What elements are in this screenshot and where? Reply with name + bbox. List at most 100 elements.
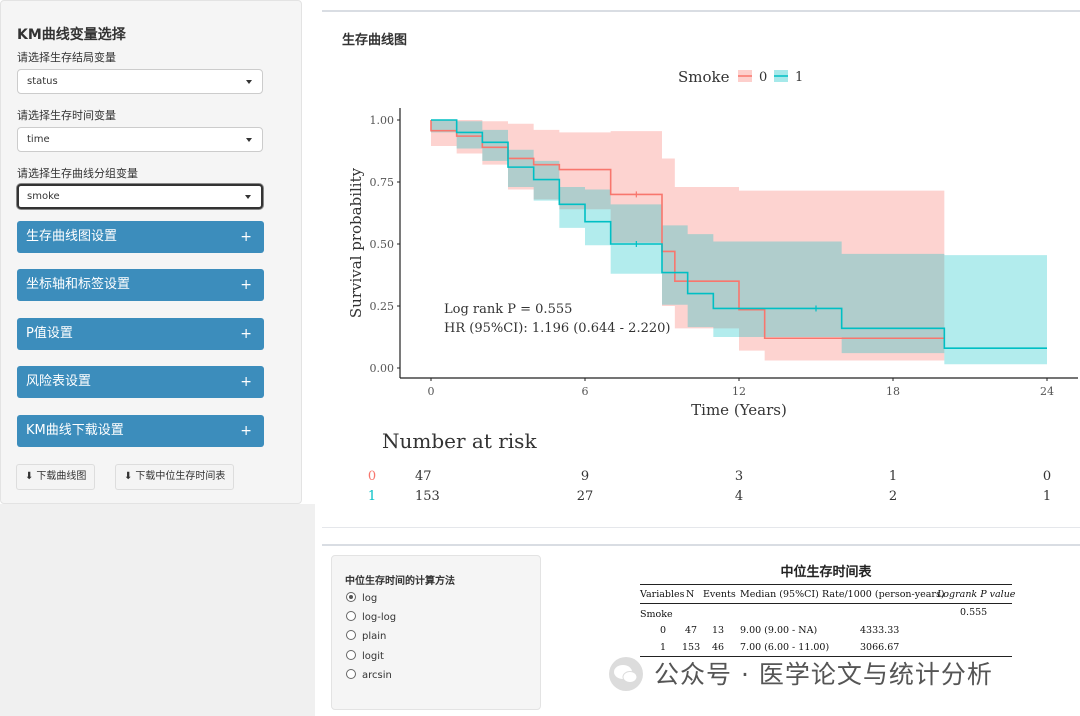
row1-n: 153 bbox=[682, 642, 701, 653]
row0-variable: 0 bbox=[660, 625, 667, 636]
median-table-title: 中位生存时间表 bbox=[780, 565, 872, 580]
risk-row-label: 1 bbox=[368, 489, 376, 504]
plus-icon: + bbox=[240, 229, 252, 245]
risk-value: 4 bbox=[735, 489, 743, 504]
wechat-icon bbox=[609, 657, 643, 691]
group-label: 请选择生存曲线分组变量 bbox=[17, 167, 138, 180]
risk-value: 3 bbox=[735, 469, 743, 484]
risk-value: 27 bbox=[577, 489, 594, 504]
download-plot-label: 下载曲线图 bbox=[36, 471, 87, 482]
outcome-select-value: status bbox=[27, 76, 58, 87]
x-tick-label: 12 bbox=[732, 385, 746, 398]
y-tick-label: 0.50 bbox=[370, 238, 395, 251]
plus-icon: + bbox=[240, 374, 252, 390]
row0-events: 13 bbox=[712, 625, 725, 636]
risk-row-label: 0 bbox=[368, 469, 376, 484]
accordion-label: 风险表设置 bbox=[26, 374, 92, 389]
y-tick-label: 0.00 bbox=[370, 362, 395, 375]
survival-line-series-0 bbox=[430, 120, 945, 340]
y-tick-label: 0.75 bbox=[370, 176, 395, 189]
radio-empty-icon bbox=[346, 611, 356, 621]
download-table-button[interactable]: ⬇ 下载中位生存时间表 bbox=[115, 464, 235, 490]
time-select-value: time bbox=[27, 134, 50, 145]
download-plot-button[interactable]: ⬇ 下载曲线图 bbox=[16, 464, 96, 490]
radio-empty-icon bbox=[346, 630, 356, 640]
radio-label: logit bbox=[362, 651, 384, 662]
outcome-label: 请选择生存结局变量 bbox=[17, 51, 116, 64]
x-tick-label: 0 bbox=[428, 385, 435, 398]
risk-value: 1 bbox=[889, 469, 897, 484]
plus-icon: + bbox=[240, 326, 252, 342]
survival-line-series-1 bbox=[431, 119, 1047, 349]
risk-value: 2 bbox=[889, 489, 897, 504]
legend-label-0: 0 bbox=[759, 70, 767, 85]
header-events: Events bbox=[703, 589, 736, 600]
accordion-label: 生存曲线图设置 bbox=[26, 229, 118, 244]
radio-log-log[interactable]: log-log bbox=[346, 611, 396, 625]
ci-band-series-1 bbox=[431, 120, 1047, 365]
logrank-annotation: Log rank P = 0.555 bbox=[444, 302, 572, 317]
risk-value: 1 bbox=[1043, 489, 1051, 504]
radio-arcsin[interactable]: arcsin bbox=[346, 669, 392, 683]
radio-label: plain bbox=[362, 631, 387, 642]
header-median: Median (95%CI) bbox=[740, 589, 819, 600]
header-rate: Rate/1000 (person-years) bbox=[822, 589, 945, 600]
y-tick-label: 1.00 bbox=[370, 114, 395, 127]
radio-empty-icon bbox=[346, 669, 356, 679]
risk-table-title: Number at risk bbox=[382, 429, 537, 453]
radio-logit[interactable]: logit bbox=[346, 650, 384, 664]
header-n: N bbox=[686, 589, 695, 600]
legend-label-1: 1 bbox=[795, 70, 803, 85]
table-rule bbox=[640, 603, 1012, 604]
panel-title: 生存曲线图 bbox=[342, 33, 408, 48]
group-select[interactable]: smoke bbox=[17, 184, 263, 209]
radio-label: arcsin bbox=[362, 670, 392, 681]
accordion-plot-settings[interactable]: 生存曲线图设置 + bbox=[17, 221, 264, 253]
sidebar: KM曲线变量选择 请选择生存结局变量 status 请选择生存时间变量 time… bbox=[0, 0, 302, 504]
sidebar-background bbox=[0, 504, 315, 716]
x-tick-label: 24 bbox=[1040, 385, 1054, 398]
time-label: 请选择生存时间变量 bbox=[17, 109, 116, 122]
row1-variable: 1 bbox=[660, 642, 667, 653]
hr-annotation: HR (95%CI): 1.196 (0.644 - 2.220) bbox=[444, 321, 670, 336]
row1-rate: 3066.67 bbox=[860, 642, 900, 653]
accordion-label: KM曲线下载设置 bbox=[26, 423, 124, 438]
accordion-axis-settings[interactable]: 坐标轴和标签设置 + bbox=[17, 269, 264, 301]
x-tick-label: 18 bbox=[886, 385, 900, 398]
download-table-label: 下载中位生存时间表 bbox=[135, 471, 226, 482]
radio-label: log bbox=[362, 593, 378, 604]
radio-log[interactable]: log bbox=[346, 592, 377, 606]
accordion-download-settings[interactable]: KM曲线下载设置 + bbox=[17, 415, 264, 447]
accordion-risk-table-settings[interactable]: 风险表设置 + bbox=[17, 366, 264, 398]
time-select[interactable]: time bbox=[17, 127, 263, 152]
risk-value: 153 bbox=[415, 489, 440, 504]
group-variable: Smoke bbox=[640, 609, 673, 620]
method-box: 中位生存时间的计算方法 log log-log plain logit arcs… bbox=[331, 555, 541, 710]
table-rule bbox=[640, 584, 1012, 585]
group-p: 0.555 bbox=[960, 607, 988, 618]
radio-selected-icon bbox=[346, 592, 356, 602]
x-axis-label: Time (Years) bbox=[691, 401, 787, 419]
y-axis-label: Survival probability bbox=[347, 167, 365, 318]
chevron-down-icon bbox=[246, 80, 252, 84]
table-rule bbox=[640, 656, 1012, 657]
section-divider bbox=[322, 544, 1080, 546]
chevron-down-icon bbox=[245, 195, 251, 199]
chevron-down-icon bbox=[246, 138, 252, 142]
row0-median: 9.00 (9.00 - NA) bbox=[740, 625, 818, 636]
plus-icon: + bbox=[240, 277, 252, 293]
outcome-select[interactable]: status bbox=[17, 69, 263, 94]
accordion-pvalue-settings[interactable]: P值设置 + bbox=[17, 318, 264, 350]
radio-plain[interactable]: plain bbox=[346, 630, 386, 644]
download-icon: ⬇ bbox=[25, 471, 34, 482]
panel-top-border bbox=[322, 10, 1080, 12]
watermark: 公众号 · 医学论文与统计分析 bbox=[654, 660, 993, 689]
risk-value: 9 bbox=[581, 469, 589, 484]
plus-icon: + bbox=[240, 423, 252, 439]
x-tick-label: 6 bbox=[582, 385, 589, 398]
risk-value: 0 bbox=[1043, 469, 1051, 484]
row1-median: 7.00 (6.00 - 11.00) bbox=[740, 642, 830, 653]
sidebar-title: KM曲线变量选择 bbox=[17, 27, 126, 43]
radio-empty-icon bbox=[346, 650, 356, 660]
